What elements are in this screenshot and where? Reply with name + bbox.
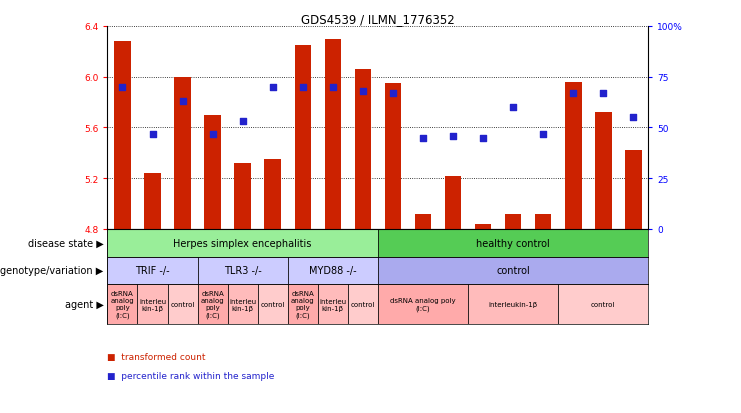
Bar — [355, 70, 371, 230]
Bar — [565, 83, 582, 230]
Bar — [144, 174, 161, 230]
Bar — [595, 113, 611, 230]
Point — [116, 84, 128, 91]
Text: TRIF -/-: TRIF -/- — [135, 266, 170, 275]
Text: dsRNA
analog
poly
(I:C): dsRNA analog poly (I:C) — [291, 291, 315, 318]
Text: MYD88 -/-: MYD88 -/- — [309, 266, 356, 275]
Point — [537, 131, 549, 138]
Text: interleu
kin-1β: interleu kin-1β — [139, 298, 166, 311]
Text: control: control — [496, 266, 530, 275]
Bar — [475, 224, 491, 230]
Text: dsRNA
analog
poly
(I:C): dsRNA analog poly (I:C) — [201, 291, 225, 318]
Point — [387, 90, 399, 97]
Point — [507, 104, 519, 111]
Bar — [378, 285, 468, 324]
Text: ■  transformed count: ■ transformed count — [107, 352, 206, 361]
Text: control: control — [170, 301, 195, 307]
Bar — [415, 214, 431, 230]
Bar — [114, 42, 130, 230]
Bar — [505, 214, 522, 230]
Bar — [288, 285, 318, 324]
Text: control: control — [350, 301, 375, 307]
Point — [147, 131, 159, 138]
Point — [207, 131, 219, 138]
Bar — [625, 151, 642, 230]
Point — [297, 84, 309, 91]
Point — [447, 133, 459, 140]
Bar — [265, 160, 281, 230]
Text: genotype/variation ▶: genotype/variation ▶ — [1, 266, 104, 275]
Bar — [227, 285, 258, 324]
Point — [628, 115, 639, 121]
Point — [176, 98, 188, 105]
Text: dsRNA
analog
poly
(I:C): dsRNA analog poly (I:C) — [110, 291, 134, 318]
Bar — [535, 214, 551, 230]
Bar — [445, 176, 462, 230]
Bar — [294, 46, 311, 230]
Text: agent ▶: agent ▶ — [65, 299, 104, 309]
Bar — [558, 285, 648, 324]
Bar — [205, 116, 221, 230]
Bar — [198, 285, 227, 324]
Text: ■  percentile rank within the sample: ■ percentile rank within the sample — [107, 371, 275, 380]
Bar — [198, 257, 288, 285]
Point — [597, 90, 609, 97]
Bar — [234, 164, 251, 230]
Text: TLR3 -/-: TLR3 -/- — [224, 266, 262, 275]
Bar — [378, 257, 648, 285]
Text: Herpes simplex encephalitis: Herpes simplex encephalitis — [173, 238, 312, 248]
Bar — [385, 84, 401, 230]
Point — [568, 90, 579, 97]
Bar — [107, 230, 378, 257]
Text: interleu
kin-1β: interleu kin-1β — [319, 298, 346, 311]
Bar — [348, 285, 378, 324]
Text: interleu
kin-1β: interleu kin-1β — [229, 298, 256, 311]
Bar — [167, 285, 198, 324]
Point — [477, 135, 489, 142]
Bar — [138, 285, 167, 324]
Bar — [468, 285, 558, 324]
Bar — [325, 40, 341, 230]
Bar — [378, 230, 648, 257]
Point — [267, 84, 279, 91]
Text: dsRNA analog poly
(I:C): dsRNA analog poly (I:C) — [391, 298, 456, 311]
Point — [357, 88, 369, 95]
Bar — [107, 257, 198, 285]
Text: disease state ▶: disease state ▶ — [28, 238, 104, 248]
Point — [417, 135, 429, 142]
Bar — [318, 285, 348, 324]
Bar — [107, 285, 138, 324]
Text: control: control — [591, 301, 616, 307]
Bar — [258, 285, 288, 324]
Title: GDS4539 / ILMN_1776352: GDS4539 / ILMN_1776352 — [301, 13, 455, 26]
Text: control: control — [261, 301, 285, 307]
Bar — [174, 78, 191, 230]
Point — [327, 84, 339, 91]
Text: interleukin-1β: interleukin-1β — [488, 301, 538, 307]
Point — [237, 119, 249, 126]
Bar — [288, 257, 378, 285]
Text: healthy control: healthy control — [476, 238, 550, 248]
